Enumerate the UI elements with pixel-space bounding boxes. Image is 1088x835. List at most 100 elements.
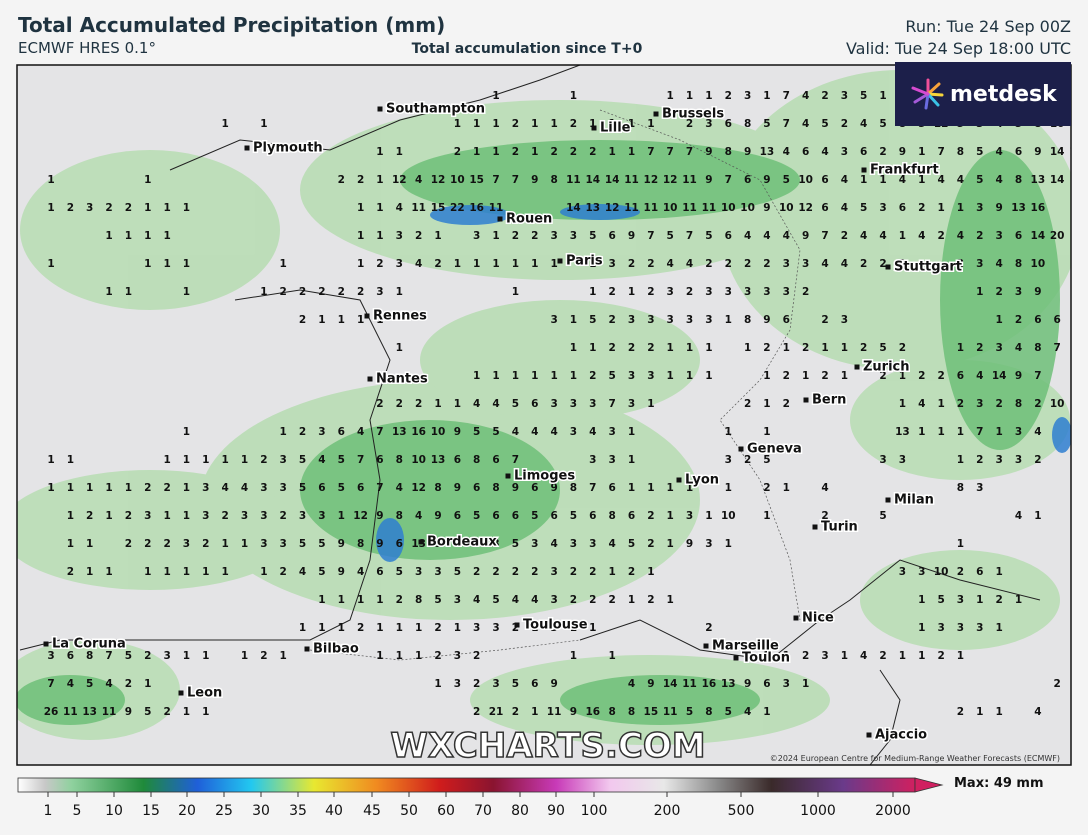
grid-value: 3	[550, 594, 557, 606]
grid-value: 2	[512, 706, 519, 718]
grid-value: 1	[570, 90, 577, 102]
grid-value: 8	[434, 482, 441, 494]
grid-value: 4	[473, 594, 480, 606]
grid-value: 5	[725, 706, 732, 718]
grid-value: 4	[841, 202, 848, 214]
grid-value: 5	[686, 706, 693, 718]
grid-value: 1	[144, 230, 151, 242]
grid-value: 1	[995, 426, 1002, 438]
grid-value: 6	[763, 678, 770, 690]
grid-value: 3	[570, 398, 577, 410]
grid-value: 1	[105, 482, 112, 494]
grid-value: 11	[682, 174, 697, 186]
grid-value: 3	[744, 286, 751, 298]
grid-value: 7	[647, 146, 654, 158]
grid-value: 1	[473, 118, 480, 130]
grid-value: 1	[241, 650, 248, 662]
grid-value: 1	[918, 622, 925, 634]
grid-value: 1	[221, 118, 228, 130]
city-marker	[497, 216, 503, 222]
grid-value: 1	[125, 230, 132, 242]
city-label: La Coruna	[52, 637, 126, 652]
coastlines	[19, 65, 1041, 765]
grid-value: 5	[473, 538, 480, 550]
grid-value: 3	[667, 314, 674, 326]
grid-value: 1	[396, 286, 403, 298]
grid-value: 5	[879, 510, 886, 522]
grid-value: 1	[918, 146, 925, 158]
grid-value: 16	[469, 202, 484, 214]
city-marker	[703, 643, 709, 649]
city-marker	[812, 524, 818, 530]
grid-value: 3	[473, 230, 480, 242]
borders	[309, 109, 801, 661]
grid-value: 8	[1015, 258, 1022, 270]
grid-value: 2	[725, 258, 732, 270]
grid-value: 9	[802, 230, 809, 242]
grid-value: 4	[1034, 706, 1041, 718]
grid-value: 1	[725, 538, 732, 550]
grid-value: 6	[608, 230, 615, 242]
grid-value: 11	[682, 202, 697, 214]
grid-value: 4	[802, 90, 809, 102]
colorbar	[17, 777, 916, 793]
grid-value: 2	[647, 342, 654, 354]
grid-value: 4	[512, 594, 519, 606]
grid-value: 1	[608, 650, 615, 662]
grid-value: 2	[125, 202, 132, 214]
grid-value: 2	[357, 174, 364, 186]
grid-value: 2	[221, 510, 228, 522]
grid-value: 8	[473, 454, 480, 466]
grid-value: 1	[415, 622, 422, 634]
grid-value: 5	[879, 118, 886, 130]
colorbar-label: 25	[215, 803, 233, 819]
city-label: Toulon	[742, 651, 790, 666]
grid-value: 2	[86, 510, 93, 522]
grid-value: 4	[686, 258, 693, 270]
grid-value: 5	[338, 482, 345, 494]
grid-value: 16	[1031, 202, 1046, 214]
grid-value: 5	[628, 538, 635, 550]
grid-value: 10	[663, 202, 678, 214]
grid-value: 1	[47, 482, 54, 494]
grid-value: 1	[899, 650, 906, 662]
grid-value: 3	[570, 426, 577, 438]
grid-value: 14	[566, 202, 581, 214]
grid-value: 2	[492, 566, 499, 578]
grid-value: 11	[624, 202, 639, 214]
grid-value: 2	[512, 566, 519, 578]
grid-value: 2	[937, 230, 944, 242]
city-label: Paris	[566, 254, 603, 269]
grid-value: 1	[667, 342, 674, 354]
grid-value: 3	[473, 622, 480, 634]
grid-value: 5	[454, 566, 461, 578]
grid-value: 2	[763, 258, 770, 270]
colorbar-labels: 1 5 10 15 20 25 30 35 40 45 50 60 70 80 90 100 200 500 100…	[44, 792, 911, 819]
grid-value: 1	[667, 482, 674, 494]
grid-value: 4	[783, 146, 790, 158]
grid-value: 5	[299, 482, 306, 494]
grid-value: 3	[589, 538, 596, 550]
grid-value: 1	[570, 314, 577, 326]
grid-value: 6	[860, 146, 867, 158]
grid-value: 1	[144, 566, 151, 578]
grid-value: 5	[473, 510, 480, 522]
grid-value: 2	[338, 174, 345, 186]
grid-value: 4	[512, 426, 519, 438]
grid-value: 3	[550, 566, 557, 578]
grid-value: 5	[473, 426, 480, 438]
grid-value: 3	[241, 510, 248, 522]
grid-value: 4	[918, 230, 925, 242]
grid-value: 1	[860, 174, 867, 186]
grid-value: 2	[376, 398, 383, 410]
grid-value: 9	[763, 174, 770, 186]
city-marker	[733, 655, 739, 661]
city-marker	[803, 397, 809, 403]
grid-value: 8	[957, 146, 964, 158]
grid-value: 3	[454, 650, 461, 662]
grid-value: 1	[783, 482, 790, 494]
grid-value: 4	[628, 678, 635, 690]
grid-value: 2	[512, 118, 519, 130]
grid-value: 6	[318, 482, 325, 494]
